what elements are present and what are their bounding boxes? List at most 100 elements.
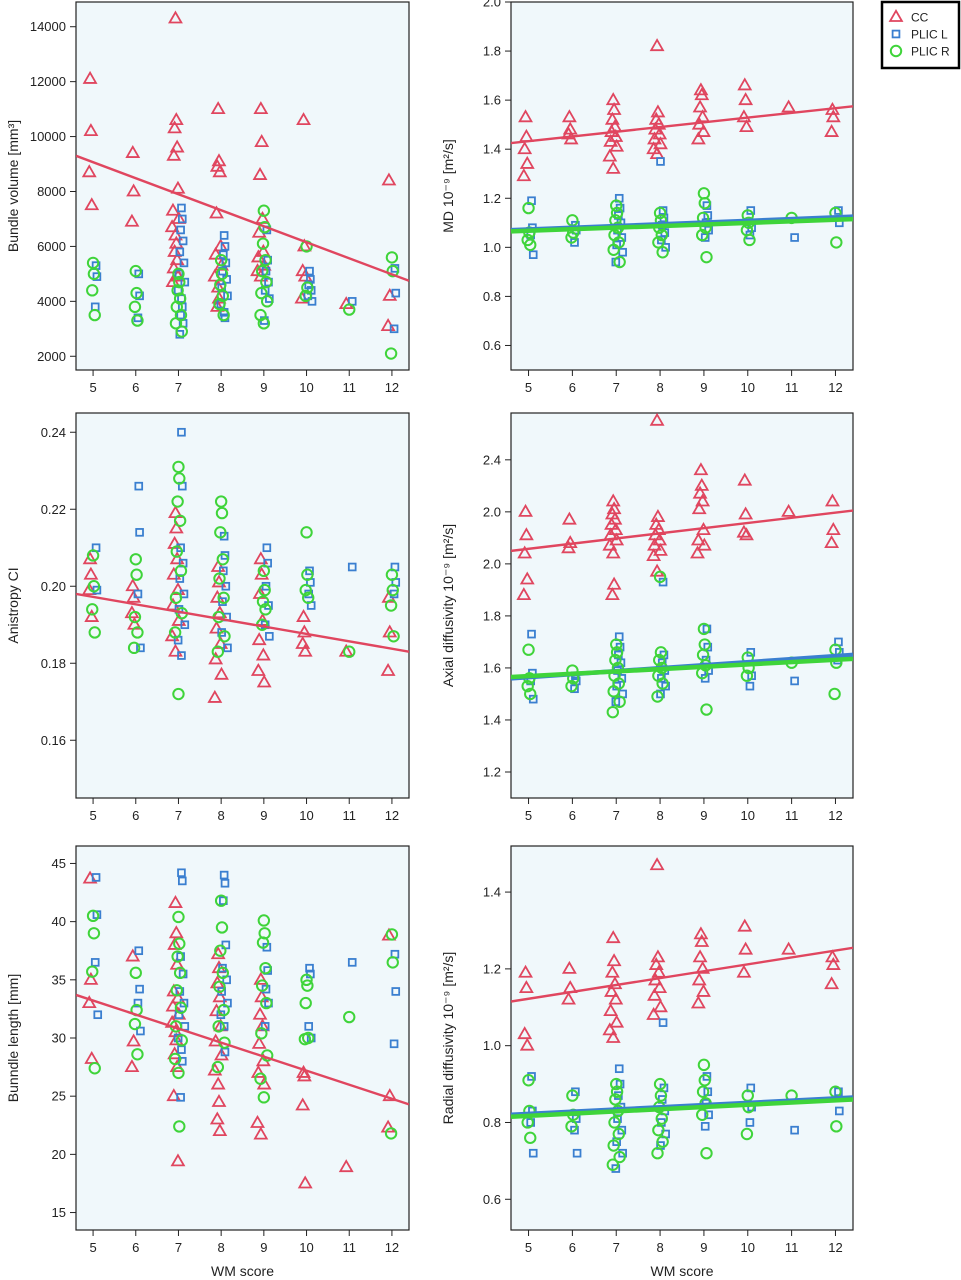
- data-point-plic-r: [384, 347, 398, 360]
- data-point-plic-l: [179, 258, 189, 268]
- data-point-cc: [602, 1022, 618, 1036]
- data-point-plic-r: [214, 253, 228, 267]
- data-point-plic-r: [214, 944, 227, 957]
- data-point-cc: [382, 1088, 398, 1102]
- data-point-cc: [83, 971, 99, 985]
- data-point-cc: [214, 666, 229, 680]
- data-point-cc: [169, 551, 185, 565]
- data-point-plic-l: [92, 585, 102, 595]
- data-point-plic-r: [524, 687, 537, 701]
- x-tick-label: 9: [700, 380, 707, 395]
- data-point-plic-l: [658, 1018, 668, 1027]
- data-point-cc: [781, 941, 797, 955]
- data-point-cc: [212, 164, 228, 178]
- y-tick-label: 8000: [37, 184, 66, 199]
- data-point-plic-r: [88, 1062, 101, 1075]
- data-point-cc: [607, 976, 623, 990]
- x-tick-label: 5: [525, 808, 532, 823]
- data-point-cc: [696, 124, 711, 137]
- y-tick-label: 1.2: [483, 961, 501, 976]
- data-point-plic-r: [521, 679, 534, 693]
- data-point-cc: [250, 1114, 265, 1128]
- data-point-plic-l: [656, 689, 665, 699]
- y-tick-label: 0.6: [483, 1192, 501, 1207]
- data-point-cc: [824, 124, 840, 137]
- fit-line-cc: [76, 154, 409, 282]
- y-tick-label: 0.6: [483, 338, 501, 353]
- data-point-cc: [297, 1175, 313, 1189]
- data-point-plic-r: [298, 1032, 312, 1046]
- data-point-plic-r: [129, 264, 142, 278]
- data-point-plic-l: [265, 632, 274, 641]
- data-point-cc: [602, 537, 618, 551]
- x-tick-label: 11: [785, 808, 799, 823]
- data-point-plic-r: [175, 325, 188, 338]
- legend-label: PLIC R: [911, 45, 950, 59]
- data-point-cc: [207, 689, 223, 703]
- x-tick-label: 5: [89, 380, 96, 395]
- data-point-cc: [295, 635, 311, 649]
- data-point-plic-l: [135, 528, 144, 537]
- y-tick-label: 2000: [37, 349, 66, 364]
- data-point-plic-r: [301, 979, 314, 992]
- y-tick-label: 15: [52, 1205, 66, 1220]
- data-point-cc: [207, 1062, 223, 1076]
- data-point-cc: [338, 1159, 354, 1173]
- data-point-plic-r: [654, 1089, 668, 1102]
- data-point-plic-r: [607, 243, 620, 256]
- data-point-plic-l: [704, 1110, 713, 1120]
- data-point-cc: [296, 609, 311, 622]
- data-point-cc: [167, 936, 183, 950]
- data-point-plic-r: [173, 514, 187, 527]
- data-point-cc: [251, 1035, 267, 1049]
- data-point-plic-l: [219, 531, 229, 541]
- y-tick-label: 25: [52, 1089, 66, 1104]
- data-point-cc: [825, 957, 841, 970]
- data-point-cc: [253, 551, 269, 565]
- data-point-cc: [380, 662, 396, 676]
- data-point-plic-r: [610, 638, 623, 651]
- x-tick-label: 12: [385, 808, 399, 823]
- data-point-cc: [603, 133, 619, 147]
- data-point-plic-r: [214, 894, 228, 907]
- data-point-cc: [648, 957, 664, 970]
- x-tick-label: 6: [132, 1240, 139, 1255]
- data-point-plic-r: [651, 690, 664, 703]
- data-point-plic-r: [257, 914, 271, 927]
- data-point-plic-r: [169, 317, 183, 330]
- data-point-cc: [166, 147, 182, 161]
- data-point-plic-r: [653, 570, 667, 584]
- data-point-cc: [164, 628, 180, 642]
- data-point-cc: [690, 532, 706, 546]
- y-tick-label: 0.22: [41, 502, 66, 517]
- data-point-plic-r: [212, 1020, 225, 1033]
- data-point-cc: [781, 99, 797, 113]
- data-point-plic-r: [652, 1123, 665, 1137]
- data-point-plic-r: [214, 526, 227, 539]
- data-point-cc: [210, 101, 226, 115]
- data-point-cc: [297, 643, 313, 657]
- data-point-plic-l: [790, 233, 799, 242]
- data-point-cc: [691, 501, 707, 515]
- data-point-plic-r: [128, 1017, 142, 1031]
- data-point-plic-l: [611, 1164, 621, 1173]
- fit-line-cc: [76, 993, 409, 1106]
- data-point-cc: [518, 980, 534, 994]
- data-point-cc: [825, 109, 841, 123]
- y-tick-label: 1.4: [483, 142, 501, 157]
- data-point-cc: [295, 1097, 311, 1111]
- data-point-cc: [164, 219, 180, 233]
- data-point-plic-r: [301, 568, 314, 581]
- data-point-cc: [604, 964, 620, 978]
- data-point-cc: [211, 1093, 227, 1107]
- data-point-plic-l: [136, 643, 145, 653]
- data-point-cc: [255, 647, 271, 661]
- data-point-plic-r: [216, 966, 230, 980]
- data-point-cc: [824, 976, 840, 990]
- data-point-plic-r: [129, 553, 142, 566]
- data-point-plic-l: [347, 562, 357, 572]
- data-point-cc: [690, 995, 706, 1009]
- data-point-cc: [563, 131, 579, 145]
- data-point-cc: [518, 527, 534, 541]
